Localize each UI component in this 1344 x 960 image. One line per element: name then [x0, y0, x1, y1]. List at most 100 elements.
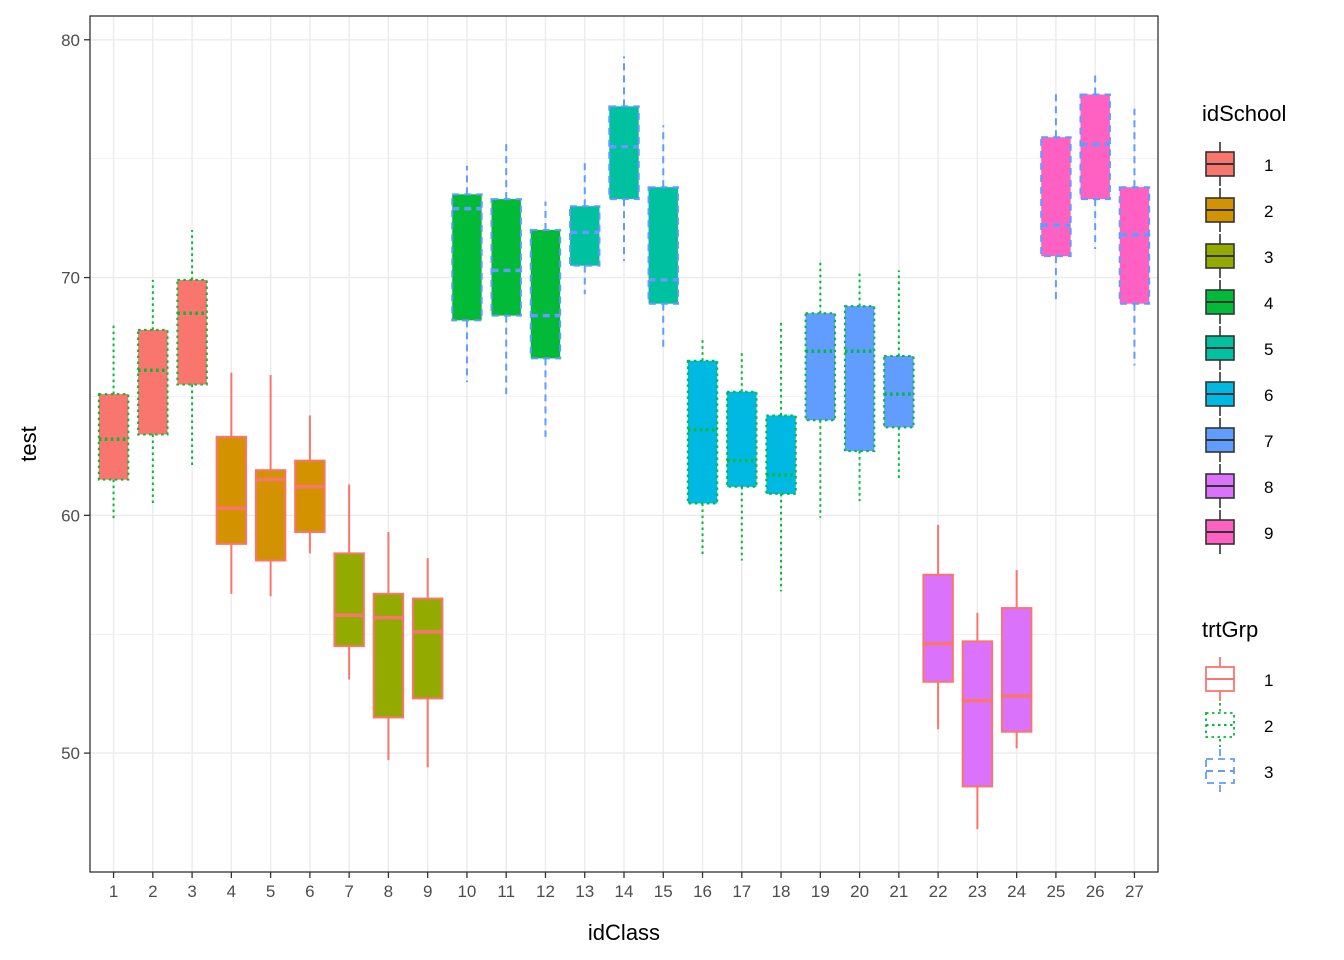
- box-class-4: [215, 372, 248, 594]
- box-iqr: [569, 205, 601, 267]
- x-tick-label: 26: [1086, 882, 1105, 901]
- legend-idschool-key: 9: [1205, 510, 1273, 554]
- x-tick-label: 8: [384, 882, 393, 901]
- box-iqr: [1118, 186, 1151, 305]
- legend-idschool-key: 4: [1205, 280, 1273, 324]
- x-tick-label: 9: [423, 882, 432, 901]
- box-class-10: [451, 165, 483, 383]
- box-iqr: [647, 186, 679, 305]
- legend-idschool-label: 1: [1264, 156, 1273, 175]
- box-class-19: [804, 260, 837, 518]
- legend-idschool-label: 5: [1264, 340, 1273, 359]
- box-iqr: [883, 355, 915, 429]
- y-tick-label: 80: [61, 31, 80, 50]
- x-tick-label: 27: [1125, 882, 1144, 901]
- y-axis-title: test: [16, 426, 41, 461]
- legend-idschool-label: 2: [1264, 202, 1273, 221]
- box-iqr: [1000, 607, 1033, 733]
- box-class-3: [176, 230, 208, 468]
- x-tick-label: 12: [536, 882, 555, 901]
- box-iqr: [451, 193, 483, 322]
- box-class-14: [608, 56, 640, 261]
- x-tick-label: 19: [811, 882, 830, 901]
- legend-trtgrp-label: 2: [1264, 717, 1273, 736]
- x-tick-label: 22: [929, 882, 948, 901]
- legend-idschool-label: 3: [1264, 248, 1273, 267]
- box-iqr: [254, 469, 287, 562]
- box-class-24: [1000, 570, 1033, 749]
- y-tick-label: 60: [61, 506, 80, 525]
- x-tick-label: 1: [109, 882, 118, 901]
- x-tick-label: 21: [889, 882, 908, 901]
- box-class-9: [411, 558, 444, 768]
- box-class-18: [765, 322, 797, 592]
- box-class-1: [97, 322, 130, 521]
- boxes: [97, 56, 1151, 830]
- box-class-7: [333, 484, 365, 680]
- box-iqr: [922, 573, 954, 683]
- legend-trtgrp-key: 1: [1205, 657, 1273, 701]
- x-tick-label: 23: [968, 882, 987, 901]
- box-class-27: [1118, 108, 1151, 366]
- box-iqr: [529, 229, 562, 360]
- legend-idschool-label: 4: [1264, 294, 1273, 313]
- box-iqr: [372, 592, 405, 719]
- legend-trtgrp-title: trtGrp: [1202, 617, 1258, 642]
- box-class-20: [843, 270, 876, 502]
- box-class-13: [569, 161, 601, 295]
- box-iqr: [294, 459, 326, 533]
- box-class-22: [922, 524, 954, 730]
- x-tick-label: 13: [575, 882, 594, 901]
- x-tick-label: 3: [187, 882, 196, 901]
- x-tick-label: 2: [148, 882, 157, 901]
- box-class-8: [372, 531, 405, 761]
- legend-idschool-title: idSchool: [1202, 101, 1286, 126]
- y-tick-label: 70: [61, 269, 80, 288]
- legend-trtgrp-key: 3: [1205, 749, 1273, 793]
- legend-idschool-key: 1: [1205, 142, 1273, 186]
- box-iqr: [608, 105, 640, 201]
- box-class-17: [726, 351, 758, 561]
- box-class-21: [883, 270, 915, 480]
- box-iqr: [686, 359, 719, 505]
- x-tick-label: 24: [1007, 882, 1026, 901]
- x-tick-label: 10: [457, 882, 476, 901]
- legend-trtgrp: trtGrp 1 2 3: [1202, 617, 1273, 793]
- box-class-25: [1040, 92, 1072, 302]
- x-tick-label: 5: [266, 882, 275, 901]
- x-tick-label: 18: [772, 882, 791, 901]
- box-iqr: [765, 414, 797, 495]
- x-tick-label: 6: [305, 882, 314, 901]
- box-class-15: [647, 125, 679, 349]
- x-tick-label: 15: [654, 882, 673, 901]
- x-axis-title: idClass: [588, 920, 660, 945]
- x-tick-label: 4: [227, 882, 236, 901]
- legend-trtgrp-label: 1: [1264, 671, 1273, 690]
- legend-idschool-label: 8: [1264, 478, 1273, 497]
- legend-idschool-label: 9: [1264, 524, 1273, 543]
- legend-idschool-label: 6: [1264, 386, 1273, 405]
- box-class-5: [254, 375, 287, 597]
- box-class-2: [137, 279, 169, 506]
- legend-trtgrp-key: 2: [1205, 703, 1273, 747]
- x-tick-label: 25: [1046, 882, 1065, 901]
- x-tick-label: 14: [615, 882, 634, 901]
- legend-idschool-key: 7: [1205, 418, 1273, 462]
- legend-idschool: idSchool 1 2 3 4 5 6 7 8 9: [1202, 101, 1286, 554]
- box-iqr: [490, 198, 522, 317]
- box-iqr: [1040, 136, 1072, 258]
- legend-idschool-key: 6: [1205, 372, 1273, 416]
- box-class-11: [490, 142, 522, 395]
- box-iqr: [97, 393, 130, 481]
- y-tick-label: 50: [61, 744, 80, 763]
- legend-idschool-key: 5: [1205, 326, 1273, 370]
- box-class-6: [294, 415, 326, 554]
- legend-trtgrp-label: 3: [1264, 763, 1273, 782]
- x-tick-label: 11: [497, 882, 515, 901]
- box-iqr: [804, 312, 837, 422]
- box-class-16: [686, 339, 719, 556]
- box-class-12: [529, 201, 562, 437]
